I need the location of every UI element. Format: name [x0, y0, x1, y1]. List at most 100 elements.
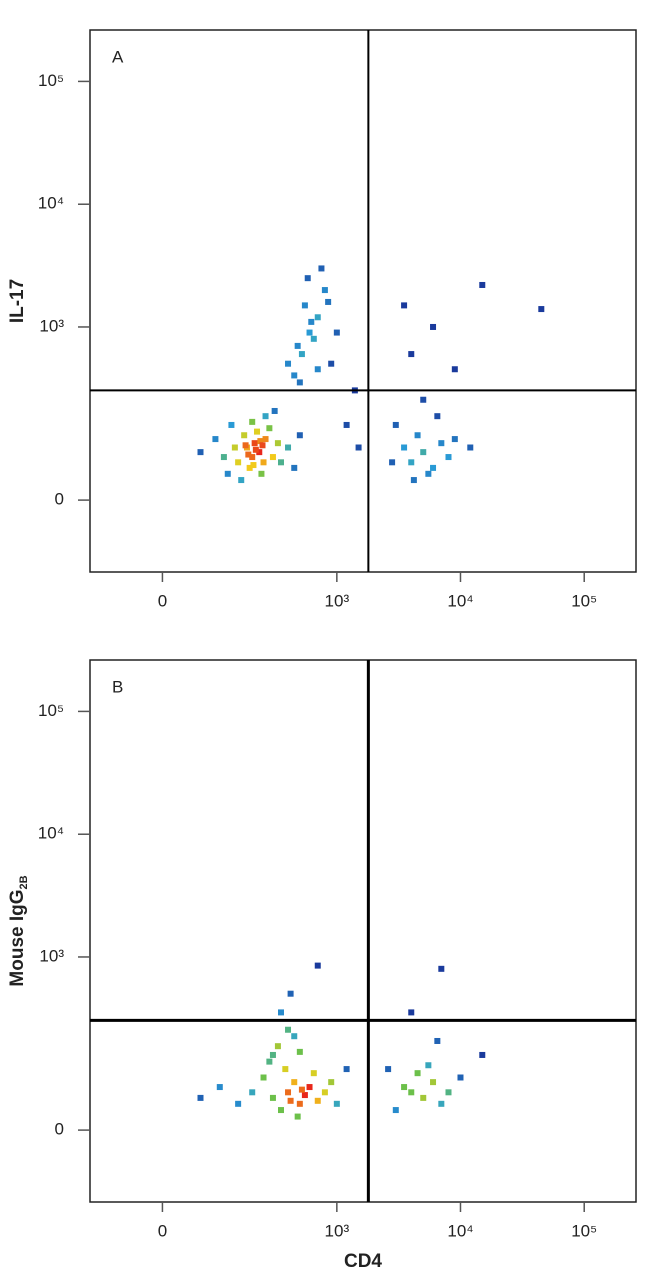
event-dot	[262, 436, 269, 443]
event-dot	[291, 464, 298, 471]
panel-label: B	[112, 677, 123, 696]
event-dot	[301, 302, 308, 309]
event-dot	[291, 1033, 298, 1040]
x-tick-label: 10⁴	[447, 591, 473, 610]
event-dot	[479, 1051, 486, 1058]
event-dot	[285, 360, 292, 367]
event-dot	[266, 425, 273, 432]
event-dot	[467, 444, 474, 451]
event-dot	[325, 298, 332, 305]
event-dot	[314, 314, 321, 321]
event-dot	[420, 1094, 427, 1101]
event-dot	[425, 470, 432, 477]
event-dot	[430, 1079, 437, 1086]
event-dot	[216, 1084, 223, 1091]
event-dot	[414, 1070, 421, 1077]
x-axis-label: CD4	[344, 1251, 382, 1272]
y-axis-label: IL-17	[7, 279, 28, 323]
event-dot	[425, 1062, 432, 1069]
event-dot	[212, 436, 219, 443]
event-dot	[410, 477, 417, 484]
x-tick-label: 0	[158, 591, 167, 610]
event-dot	[291, 372, 298, 379]
event-dot	[420, 449, 427, 456]
x-tick-label: 10⁵	[571, 1221, 597, 1240]
event-dot	[271, 407, 278, 414]
x-tick-label: 10³	[325, 591, 350, 610]
y-tick-label: 10⁵	[38, 701, 64, 720]
event-dot	[197, 1094, 204, 1101]
plot-frame	[89, 659, 637, 1203]
event-dot	[278, 1107, 285, 1114]
event-dot	[269, 454, 276, 461]
event-dot	[294, 1113, 301, 1120]
event-dot	[252, 446, 259, 453]
event-dot	[287, 990, 294, 997]
event-dot	[321, 287, 328, 294]
event-dot	[242, 442, 249, 449]
event-dot	[257, 438, 264, 445]
event-dot	[457, 1074, 464, 1081]
event-dot	[228, 421, 235, 428]
event-dot	[310, 335, 317, 342]
event-dot	[245, 451, 252, 458]
event-dot	[258, 470, 265, 477]
event-dot	[274, 1043, 281, 1050]
event-dot	[296, 1100, 303, 1107]
event-dot	[401, 1084, 408, 1091]
event-dot	[318, 265, 325, 272]
event-dot	[451, 436, 458, 443]
event-dot	[385, 1066, 392, 1073]
x-tick-label: 0	[158, 1221, 167, 1240]
event-dot	[285, 444, 292, 451]
event-dot	[291, 1079, 298, 1086]
event-dot	[260, 459, 267, 466]
event-dot	[355, 444, 362, 451]
event-dot	[287, 1097, 294, 1104]
event-dot	[408, 1089, 415, 1096]
event-dot	[430, 464, 437, 471]
y-axis-label-text: Mouse IgG	[7, 889, 28, 986]
event-dot	[434, 1037, 441, 1044]
event-dot	[235, 459, 242, 466]
event-dot	[333, 329, 340, 336]
event-dot	[296, 379, 303, 386]
event-dot	[249, 418, 256, 425]
event-dot	[294, 342, 301, 349]
event-dot	[259, 442, 266, 449]
y-tick-label: 0	[55, 490, 64, 509]
event-dot	[298, 1086, 305, 1093]
event-dot	[235, 1100, 242, 1107]
event-dot	[408, 459, 415, 466]
event-dot	[408, 1009, 415, 1016]
event-dot	[246, 464, 253, 471]
panel-label: A	[112, 47, 124, 66]
event-dot	[445, 454, 452, 461]
event-dot	[420, 396, 427, 403]
event-dot	[298, 351, 305, 358]
event-dot	[285, 1089, 292, 1096]
event-dot	[328, 1079, 335, 1086]
x-tick-label: 10³	[325, 1221, 350, 1240]
event-dot	[538, 306, 545, 313]
event-dot	[241, 432, 248, 439]
event-dot	[285, 1026, 292, 1033]
event-dot	[392, 421, 399, 428]
event-dot	[301, 1092, 308, 1099]
event-dot	[434, 413, 441, 420]
event-dot	[262, 413, 269, 420]
x-tick-label: 10⁴	[447, 1221, 473, 1240]
y-axis-label: Mouse IgG2B	[7, 875, 30, 986]
event-dot	[231, 444, 238, 451]
event-dot	[314, 1097, 321, 1104]
event-dot	[306, 329, 313, 336]
event-dot	[333, 1100, 340, 1107]
y-tick-label: 10⁴	[38, 824, 64, 843]
event-dot	[401, 444, 408, 451]
event-dot	[314, 366, 321, 373]
event-dot	[274, 440, 281, 447]
y-tick-label: 10³	[39, 316, 64, 335]
event-dot	[328, 360, 335, 367]
